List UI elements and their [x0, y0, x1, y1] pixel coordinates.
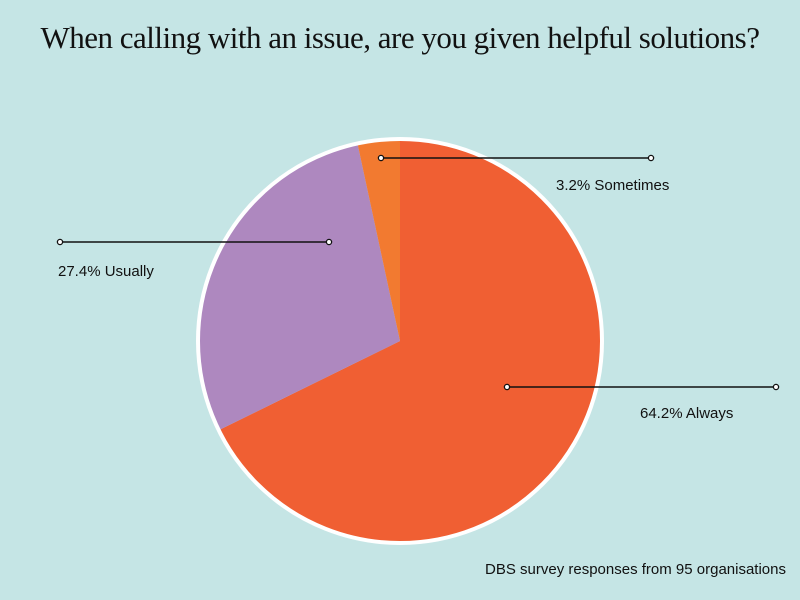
pie-slice-usually [198, 144, 400, 430]
leader-lines: 64.2% Always 27.4% Usually 3.2% Sometimes [56, 154, 780, 422]
leader-endpoint-always-outer [772, 383, 780, 391]
chart-title: When calling with an issue, are you give… [40, 20, 761, 55]
leader-endpoint-usually-inner [325, 238, 333, 246]
pie-outline [196, 137, 604, 545]
slice-label-always: 64.2% Always [640, 405, 733, 422]
leader-endpoint-usually-outer [56, 238, 64, 246]
slice-label-sometimes: 3.2% Sometimes [556, 177, 669, 194]
pie-slices [198, 139, 601, 542]
source-note: DBS survey responses from 95 organisatio… [485, 561, 786, 578]
pie-slice-always [219, 140, 601, 542]
slice-label-usually: 27.4% Usually [58, 263, 154, 280]
leader-endpoint-sometimes-outer [647, 154, 655, 162]
pie-slice-sometimes [357, 139, 400, 341]
leader-endpoint-sometimes-inner [377, 154, 385, 162]
leader-endpoint-always-inner [503, 383, 511, 391]
